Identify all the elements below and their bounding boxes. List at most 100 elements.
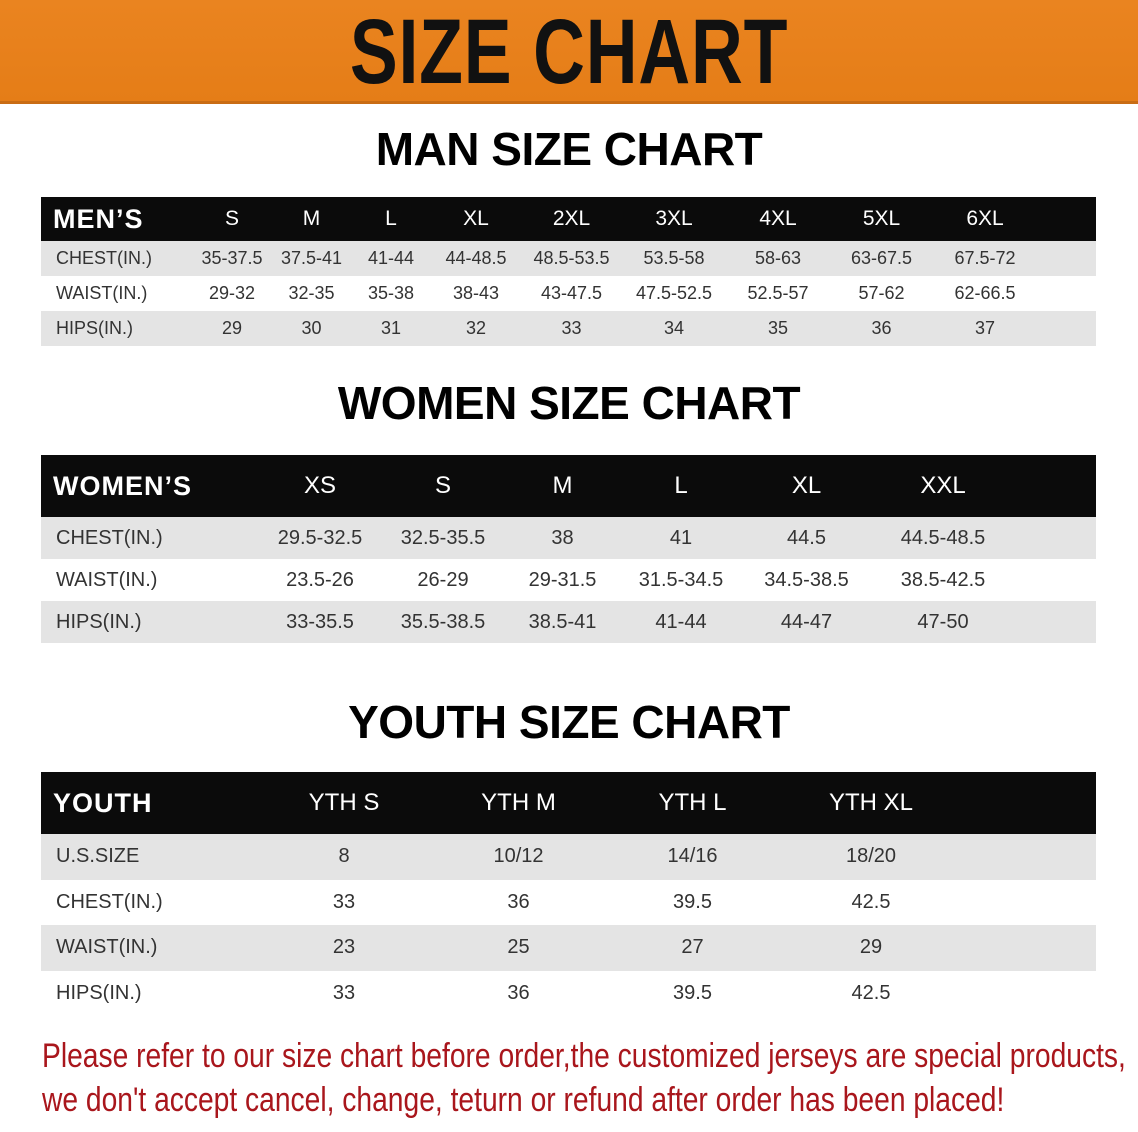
measurement-value: 38-43 [452, 283, 500, 303]
measurement-label: WAIST(IN.) [56, 283, 148, 303]
measurement-label: WAIST(IN.) [56, 568, 158, 591]
empty-cell [1014, 517, 1096, 559]
measurement-label: WAIST(IN.) [41, 925, 257, 971]
order-notice-line-2: we don't accept cancel, change, teturn o… [42, 1081, 1005, 1119]
measurement-value: 44.5 [741, 517, 872, 559]
measurement-value: 36 [830, 311, 933, 346]
measurement-value: 35 [726, 311, 830, 346]
measurement-value: 32 [431, 311, 521, 346]
measurement-value: 35.5-38.5 [382, 601, 504, 643]
men-size-table: MEN’S S M L XL 2XL 3XL 4XL 5XL 6XL CHEST(IN.) 35-37… [41, 197, 1096, 346]
table-label-header: MEN’S [41, 197, 192, 241]
size-column-header: XL [741, 455, 872, 517]
table-row: WAIST(IN.) 23 25 27 29 [41, 925, 1096, 971]
table-row: U.S.SIZE 8 10/12 14/16 18/20 [41, 834, 1096, 880]
size-chart-banner: SIZE CHART [0, 0, 1138, 104]
men-section-title: MAN SIZE CHART [375, 123, 763, 175]
header-row: YOUTH YTH S YTH M YTH L YTH XL [41, 772, 1096, 834]
size-column-header: L [351, 197, 431, 241]
empty-header-cell [1014, 455, 1096, 517]
measurement-value: 37.5-41 [272, 241, 351, 276]
measurement-value: 39.5 [673, 981, 712, 1004]
measurement-value: 41-44 [621, 601, 741, 643]
measurement-value: 29-31.5 [528, 568, 597, 591]
empty-cell [963, 971, 1096, 1017]
measurement-value: 34.5-38.5 [764, 568, 849, 591]
table-row: CHEST(IN.) 33 36 39.5 42.5 [41, 880, 1096, 926]
empty-cell [963, 834, 1096, 880]
empty-cell [1014, 601, 1096, 643]
measurement-value: 29.5-32.5 [258, 517, 382, 559]
measurement-value: 38.5-42.5 [900, 568, 986, 591]
size-column-header: 2XL [521, 197, 622, 241]
measurement-value: 30 [272, 311, 351, 346]
measurement-value: 58-63 [726, 241, 830, 276]
measurement-label: HIPS(IN.) [41, 311, 192, 346]
measurement-value: 35-38 [367, 283, 415, 303]
size-column-header: YTH S [257, 772, 431, 834]
size-column-header: M [272, 197, 351, 241]
women-size-table: WOMEN’S XS S M L XL XXL CHEST(IN.) 29.5-32.5 32.5… [41, 455, 1096, 643]
empty-cell [1037, 311, 1096, 346]
measurement-value: 47.5-52.5 [635, 283, 713, 303]
table-row: WAIST(IN.) 23.5-26 26-29 29-31.5 31.5-34.5 34… [41, 559, 1096, 601]
measurement-label: HIPS(IN.) [41, 601, 258, 643]
size-column-header: XL [431, 197, 521, 241]
page-title: SIZE CHART [349, 1, 789, 103]
measurement-value: 32.5-35.5 [382, 517, 504, 559]
measurement-value: 38 [504, 517, 621, 559]
measurement-value: 27 [606, 925, 779, 971]
measurement-value: 31.5-34.5 [638, 568, 724, 591]
table-label-header: WOMEN’S [41, 455, 258, 517]
measurement-value: 42.5 [851, 981, 891, 1004]
measurement-value: 26-29 [417, 568, 469, 591]
measurement-value: 52.5-57 [747, 283, 809, 303]
empty-cell [1014, 559, 1096, 601]
measurement-value: 35-37.5 [192, 241, 272, 276]
header-row: WOMEN’S XS S M L XL XXL [41, 455, 1096, 517]
table-row: CHEST(IN.) 35-37.5 37.5-41 41-44 44-48.5 48.5… [41, 241, 1096, 276]
measurement-value: 33 [332, 890, 356, 913]
measurement-value: 63-67.5 [830, 241, 933, 276]
measurement-value: 62-66.5 [954, 283, 1016, 303]
measurement-value: 67.5-72 [933, 241, 1037, 276]
measurement-value: 14/16 [606, 834, 779, 880]
measurement-value: 41 [621, 517, 741, 559]
measurement-value: 23 [257, 925, 431, 971]
measurement-value: 41-44 [351, 241, 431, 276]
measurement-label: CHEST(IN.) [41, 241, 192, 276]
empty-header-cell [963, 772, 1096, 834]
measurement-value: 18/20 [779, 834, 963, 880]
measurement-value: 57-62 [858, 283, 905, 303]
measurement-value: 44-47 [741, 601, 872, 643]
measurement-value: 29-32 [208, 283, 256, 303]
measurement-value: 48.5-53.5 [521, 241, 622, 276]
table-row: HIPS(IN.) 29 30 31 32 33 34 35 36 37 [41, 311, 1096, 346]
measurement-value: 36 [507, 981, 530, 1004]
measurement-value: 32-35 [288, 283, 335, 303]
measurement-value: 44-48.5 [431, 241, 521, 276]
measurement-value: 47-50 [872, 601, 1014, 643]
empty-header-cell [1037, 197, 1096, 241]
empty-cell [1037, 276, 1096, 311]
size-column-header: 5XL [830, 197, 933, 241]
size-column-header: XS [258, 455, 382, 517]
size-column-header: M [504, 455, 621, 517]
measurement-value: 8 [257, 834, 431, 880]
measurement-value: 29 [779, 925, 963, 971]
measurement-value: 29 [192, 311, 272, 346]
measurement-label: CHEST(IN.) [41, 517, 258, 559]
measurement-label: HIPS(IN.) [56, 981, 142, 1004]
measurement-value: 36 [507, 890, 530, 913]
empty-cell [1037, 241, 1096, 276]
size-column-header: S [192, 197, 272, 241]
table-row: WAIST(IN.) 29-32 32-35 35-38 38-43 43-47.5 47.… [41, 276, 1096, 311]
size-column-header: S [382, 455, 504, 517]
size-column-header: YTH L [606, 772, 779, 834]
table-row: HIPS(IN.) 33 36 39.5 42.5 [41, 971, 1096, 1017]
measurement-value: 44.5-48.5 [872, 517, 1014, 559]
empty-cell [963, 880, 1096, 926]
size-column-header: YTH M [431, 772, 606, 834]
order-notice-line-1: Please refer to our size chart before or… [42, 1037, 1126, 1075]
measurement-label: U.S.SIZE [41, 834, 257, 880]
